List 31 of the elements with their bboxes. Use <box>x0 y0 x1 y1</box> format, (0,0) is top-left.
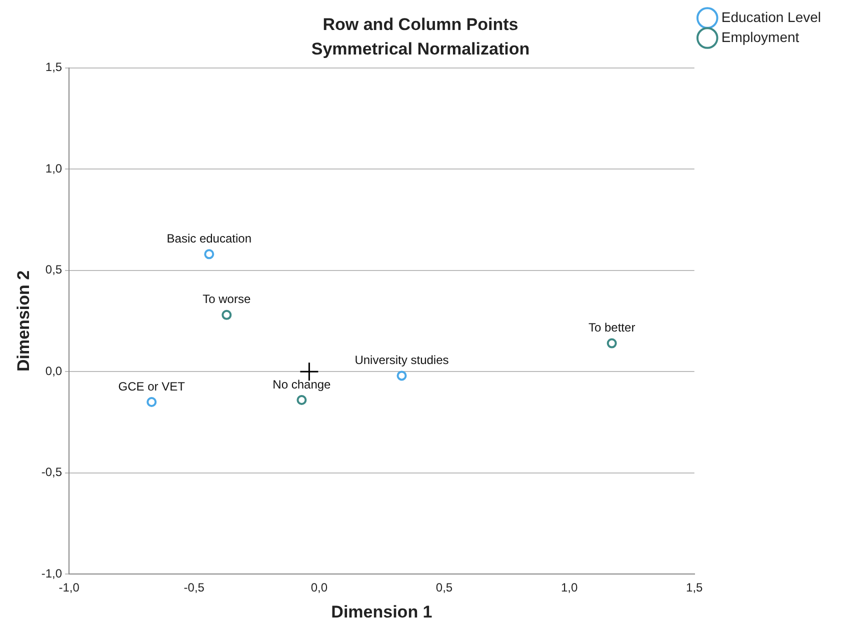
y-axis-title: Dimension 2 <box>14 270 33 372</box>
point <box>606 338 617 348</box>
x-tick-label: -1,0 <box>58 580 80 595</box>
y-tick-label: 0,5 <box>45 262 62 277</box>
x-tick-label: 0,5 <box>436 580 453 595</box>
x-tick-label: 1,0 <box>560 580 578 595</box>
chart-subtitle: Symmetrical Normalization <box>311 39 530 58</box>
point <box>396 370 407 381</box>
annotation: To better <box>588 320 636 335</box>
legend-label: Education Level <box>721 8 822 25</box>
x-tick-label: 1,5 <box>686 580 704 595</box>
x-tick-label: -0,5 <box>184 580 205 595</box>
point <box>222 310 232 320</box>
y-tick-label: 1,5 <box>45 60 62 74</box>
point <box>146 397 157 408</box>
annotation: University studies <box>354 353 449 368</box>
annotation: GCE or VET <box>118 379 186 394</box>
x-tick-label: 0,0 <box>310 580 328 595</box>
annotation: No change <box>272 377 332 392</box>
chart-title: Row and Column Points <box>322 14 518 34</box>
y-tick-label: 0,0 <box>45 364 62 378</box>
point <box>204 249 214 260</box>
point <box>299 362 319 382</box>
legend-label: Employment <box>721 28 800 45</box>
y-tick-label: -1,0 <box>41 566 62 581</box>
annotation: Basic education <box>166 231 252 246</box>
annotation: To worse <box>202 292 251 306</box>
point <box>296 395 307 405</box>
y-tick-label: -0,5 <box>41 465 62 480</box>
y-tick-label: 1,0 <box>45 161 62 176</box>
x-axis-title: Dimension 1 <box>331 602 432 622</box>
